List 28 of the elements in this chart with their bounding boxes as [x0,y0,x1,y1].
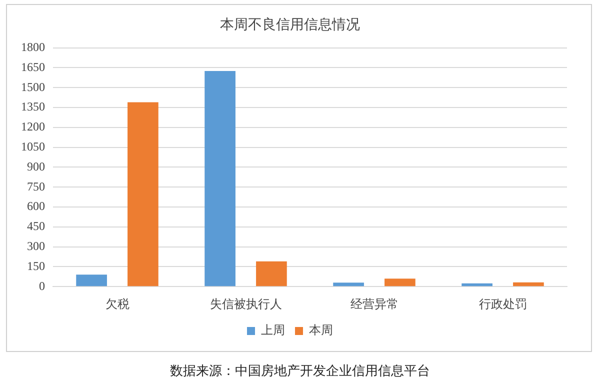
chart-title: 本周不良信用信息情况 [220,17,360,34]
y-tick-label: 1650 [21,60,45,74]
bar [128,102,158,286]
y-tick-label: 600 [27,199,45,214]
legend-label: 上周 [261,323,285,338]
x-tick-label: 欠税 [105,296,130,311]
bar [513,282,544,286]
bar [256,261,287,286]
x-tick-label: 失信被执行人 [210,296,282,311]
bar [462,283,492,286]
y-tick-label: 900 [27,159,45,174]
x-tick-label: 行政处罚 [478,296,527,311]
y-tick-label: 300 [27,238,45,253]
y-tick-label: 150 [27,258,45,273]
y-tick-label: 1350 [21,100,45,114]
y-tick-label: 1050 [21,139,45,154]
bar [384,278,416,286]
y-tick-label: 1200 [21,120,45,134]
y-tick-label: 0 [39,278,45,293]
y-tick-label: 1500 [21,80,45,94]
bar [76,274,107,286]
bar [204,71,236,286]
y-tick-label: 1800 [21,40,45,54]
bar [333,282,364,286]
x-tick-label: 经营异常 [350,296,398,311]
y-tick-label: 450 [27,219,45,234]
source-note: 数据来源：中国房地产开发企业信用信息平台 [169,363,431,380]
y-tick-label: 750 [27,179,45,194]
